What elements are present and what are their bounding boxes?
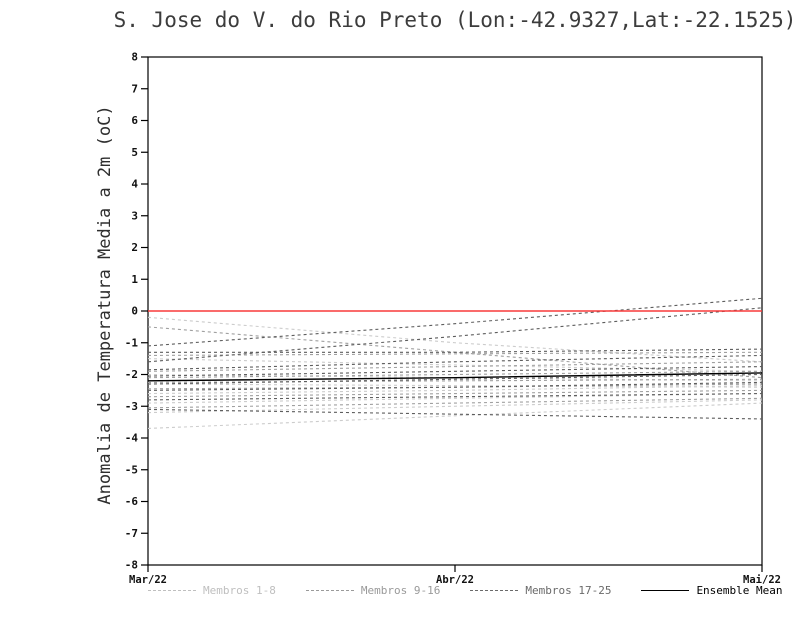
legend-label: Membros 9-16: [360, 584, 441, 597]
svg-text:-5: -5: [125, 463, 138, 476]
legend-item: Ensemble Mean: [641, 584, 783, 597]
chart-title: S. Jose do V. do Rio Preto (Lon:-42.9327…: [113, 8, 797, 32]
svg-text:Mar/22: Mar/22: [129, 574, 167, 586]
svg-text:1: 1: [131, 273, 138, 286]
legend-label: Ensemble Mean: [696, 584, 783, 597]
svg-text:8: 8: [131, 51, 138, 64]
svg-text:Mai/22: Mai/22: [743, 574, 781, 586]
svg-text:6: 6: [131, 114, 138, 127]
svg-text:-2: -2: [125, 368, 138, 381]
legend-line-sample-members-1-8: [148, 590, 196, 591]
svg-text:-7: -7: [125, 527, 138, 540]
svg-text:4: 4: [131, 178, 138, 191]
svg-text:-3: -3: [125, 400, 138, 413]
legend-line-sample-ensemble-mean: [641, 590, 690, 591]
svg-text:-8: -8: [125, 559, 138, 572]
svg-text:-6: -6: [125, 495, 139, 508]
legend-label: Membros 17-25: [525, 584, 612, 597]
svg-text:7: 7: [131, 82, 138, 95]
svg-text:-4: -4: [125, 432, 139, 445]
svg-text:Abr/22: Abr/22: [436, 574, 474, 586]
legend-item: Membros 9-16: [305, 584, 441, 597]
legend-item: Membros 1-8: [148, 584, 276, 597]
legend-item: Membros 17-25: [470, 584, 611, 597]
svg-text:0: 0: [131, 305, 138, 318]
legend-line-sample-members-9-16: [305, 590, 354, 591]
svg-text:5: 5: [131, 146, 138, 159]
svg-text:2: 2: [131, 241, 138, 254]
legend-line-sample-members-17-25: [470, 590, 519, 591]
svg-text:-1: -1: [125, 336, 139, 349]
svg-text:3: 3: [131, 209, 138, 222]
legend-label: Membros 1-8: [203, 584, 276, 597]
legend: Membros 1-8 Membros 9-16 Membros 17-25 E…: [148, 584, 788, 597]
